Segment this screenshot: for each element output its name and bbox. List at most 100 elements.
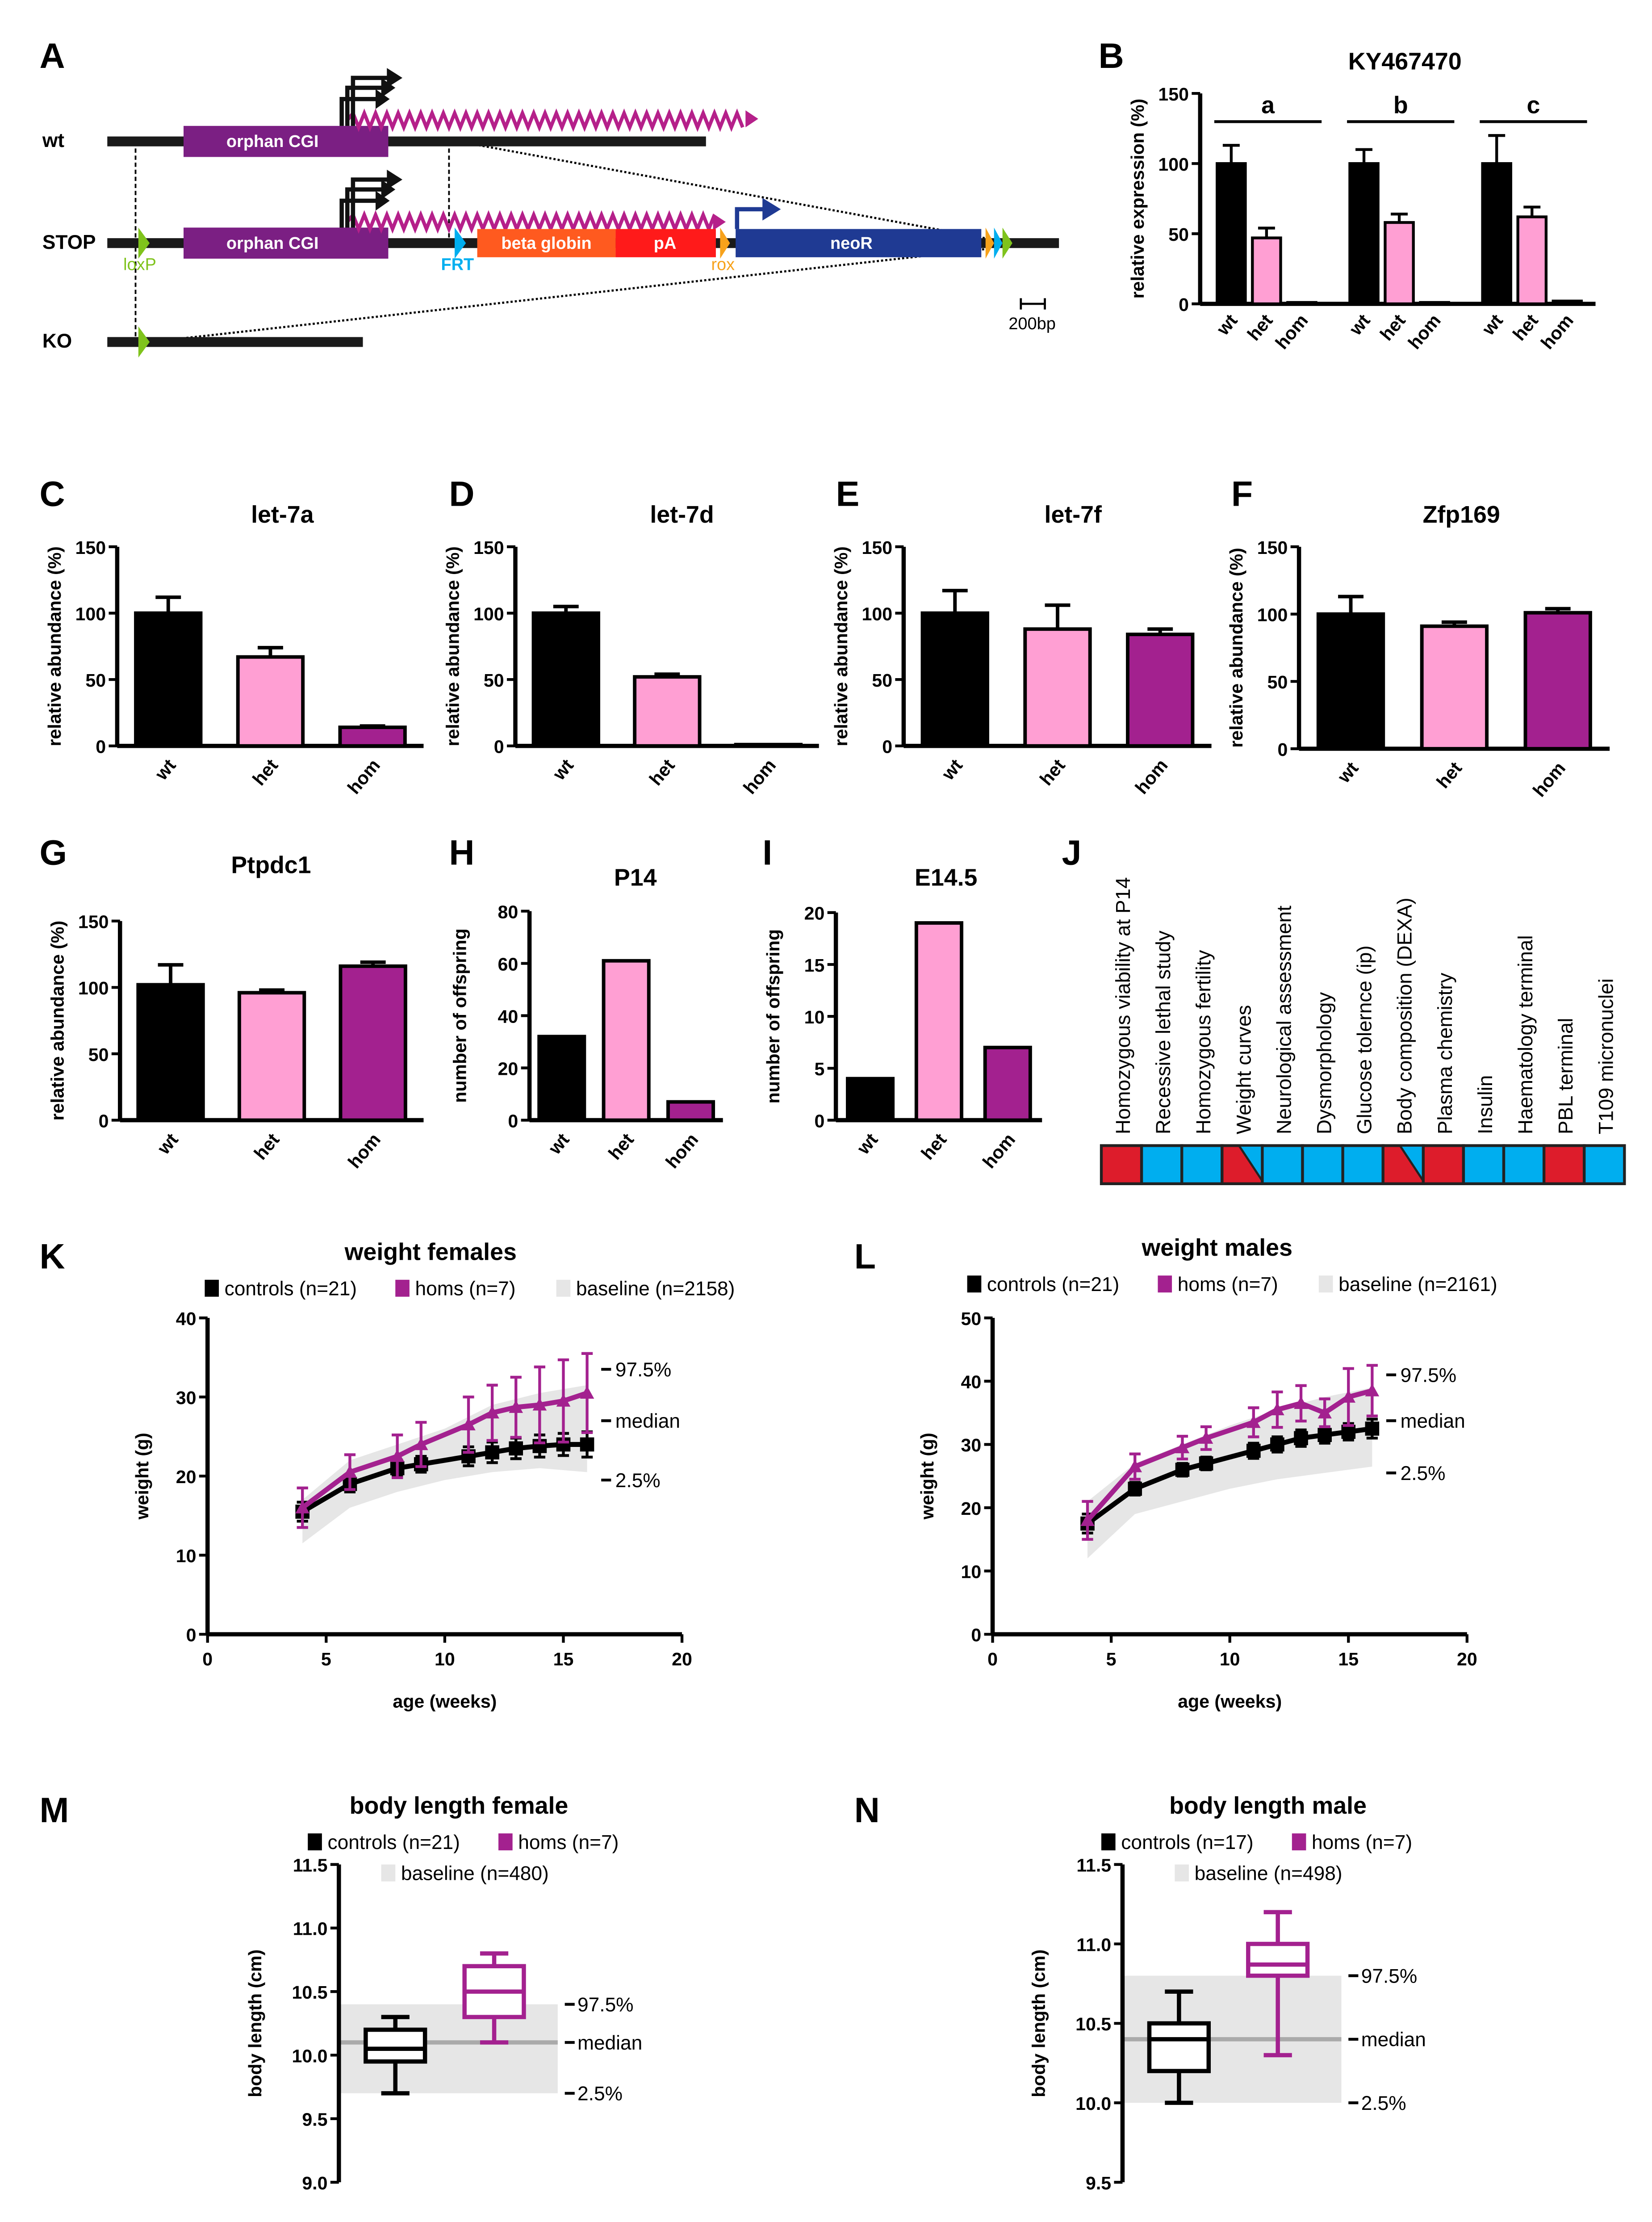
x-tick-label: wt xyxy=(853,1129,882,1159)
x-tick-label: wt xyxy=(1212,310,1241,340)
y-tick-label: 11.0 xyxy=(293,1919,328,1939)
panel-label: H xyxy=(449,832,474,872)
data-point-triangle xyxy=(343,1465,357,1478)
percentile-label: 2.5% xyxy=(1361,2092,1406,2114)
y-tick-label: 0 xyxy=(96,737,106,757)
y-tick-label: 20 xyxy=(498,1058,519,1079)
loxp-label: loxP xyxy=(123,255,156,274)
percentile-label: 97.5% xyxy=(615,1359,671,1381)
group-label: c xyxy=(1527,92,1540,118)
loxp-site-icon xyxy=(138,326,150,358)
bar-wt xyxy=(531,611,600,748)
frt-site-icon xyxy=(994,227,1003,259)
percentile-label: 97.5% xyxy=(1361,1965,1417,1987)
legend-label: homs (n=7) xyxy=(1312,1832,1412,1853)
percentile-label: 2.5% xyxy=(1401,1463,1446,1484)
scale-bar-label: 200bp xyxy=(1008,314,1055,333)
test-cell-nonsig xyxy=(1462,1144,1506,1185)
bar-het xyxy=(236,655,305,748)
y-tick-label: 5 xyxy=(814,1059,824,1079)
x-tick-label: hom xyxy=(344,1129,385,1172)
legend-swatch xyxy=(1101,1833,1116,1851)
legend-label: baseline (n=480) xyxy=(401,1862,549,1884)
bar-het xyxy=(914,921,963,1122)
test-cell-nonsig xyxy=(1301,1144,1344,1185)
legend-swatch xyxy=(1318,1275,1333,1293)
y-tick-label: 10 xyxy=(804,1007,825,1027)
percentile-label: median xyxy=(615,1410,680,1432)
x-tick-label: hom xyxy=(661,1129,702,1172)
test-label: Neurological assessment xyxy=(1272,906,1295,1134)
bar-het xyxy=(633,675,702,748)
data-point-triangle xyxy=(1199,1431,1213,1444)
orphan-cgi-box xyxy=(184,227,389,259)
series-line-controls xyxy=(1086,1426,1373,1526)
y-tick-label: 9.5 xyxy=(1086,2173,1111,2193)
y-axis-label: relative expression (%) xyxy=(1127,99,1148,299)
chart-title: let-7d xyxy=(650,501,714,528)
y-axis-label: relative abundance (%) xyxy=(831,546,851,746)
data-point-triangle xyxy=(1365,1384,1380,1396)
y-axis-label: relative abundance (%) xyxy=(443,546,463,746)
bar-hom xyxy=(1286,301,1317,306)
series-line-homs xyxy=(301,1391,588,1510)
series-line-controls xyxy=(301,1442,587,1514)
y-tick-label: 50 xyxy=(1168,224,1189,245)
loxp-site-icon xyxy=(138,227,150,259)
test-cell-nonsig xyxy=(1502,1144,1546,1185)
test-cell-nonsig xyxy=(1180,1144,1224,1185)
data-point-square xyxy=(485,1445,499,1459)
data-point-triangle xyxy=(390,1449,405,1462)
x-tick-label: het xyxy=(917,1129,950,1164)
legend-swatch xyxy=(498,1833,513,1851)
y-tick-label: 9.5 xyxy=(302,2109,327,2130)
test-cell-nonsig xyxy=(1261,1144,1304,1185)
percentile-label: 97.5% xyxy=(577,1994,633,2016)
y-tick-label: 50 xyxy=(961,1308,982,1329)
pa-label: pA xyxy=(654,234,677,253)
transcript-wave xyxy=(346,108,744,132)
beta-globin-box xyxy=(477,229,616,257)
panel-label: I xyxy=(762,832,772,872)
bar-wt xyxy=(134,611,203,748)
data-point-triangle xyxy=(532,1398,547,1411)
bar-chart-i: I E14.5 0 5 10 15 20 number of offspring wt het ho… xyxy=(762,832,1042,1172)
panel-label: K xyxy=(40,1237,65,1276)
data-point-triangle xyxy=(1294,1396,1308,1409)
transcript-arrowhead xyxy=(713,213,726,231)
y-tick-label: 50 xyxy=(1267,672,1288,692)
x-tick-label: het xyxy=(1036,755,1069,789)
chart-title: Ptpdc1 xyxy=(231,851,311,878)
test-cell-nonsig xyxy=(1583,1144,1626,1185)
x-tick-label: wt xyxy=(1333,758,1362,787)
row-label-ko: KO xyxy=(42,330,72,352)
x-tick-label: hom xyxy=(739,755,780,798)
y-axis-label: relative abundance (%) xyxy=(47,921,67,1121)
y-tick-label: 150 xyxy=(75,537,106,558)
x-tick-label: hom xyxy=(1131,755,1172,798)
y-tick-label: 100 xyxy=(473,604,504,624)
x-tick-label: hom xyxy=(1537,310,1577,353)
data-point-triangle xyxy=(580,1386,594,1399)
y-axis-label: weight (g) xyxy=(917,1433,937,1520)
legend-swatch xyxy=(395,1279,410,1297)
bar-hom xyxy=(1523,611,1592,751)
y-tick-label: 10 xyxy=(176,1546,197,1566)
legend-swatch xyxy=(1292,1833,1306,1851)
y-tick-label: 10.0 xyxy=(292,2046,327,2066)
y-tick-label: 20 xyxy=(961,1498,982,1519)
test-label: PBL terminal xyxy=(1554,1018,1577,1135)
panel-label: M xyxy=(40,1790,69,1830)
series-line-homs xyxy=(1085,1388,1373,1522)
x-tick-label: hom xyxy=(1404,310,1445,353)
test-cell-nonsig xyxy=(1341,1144,1384,1185)
x-tick-label: wt xyxy=(1478,310,1507,340)
percentile-label: median xyxy=(577,2032,642,2054)
y-tick-label: 0 xyxy=(971,1625,981,1645)
y-tick-label: 100 xyxy=(1158,154,1189,175)
row-label-stop: STOP xyxy=(42,231,96,253)
rox-site-icon xyxy=(720,227,730,259)
